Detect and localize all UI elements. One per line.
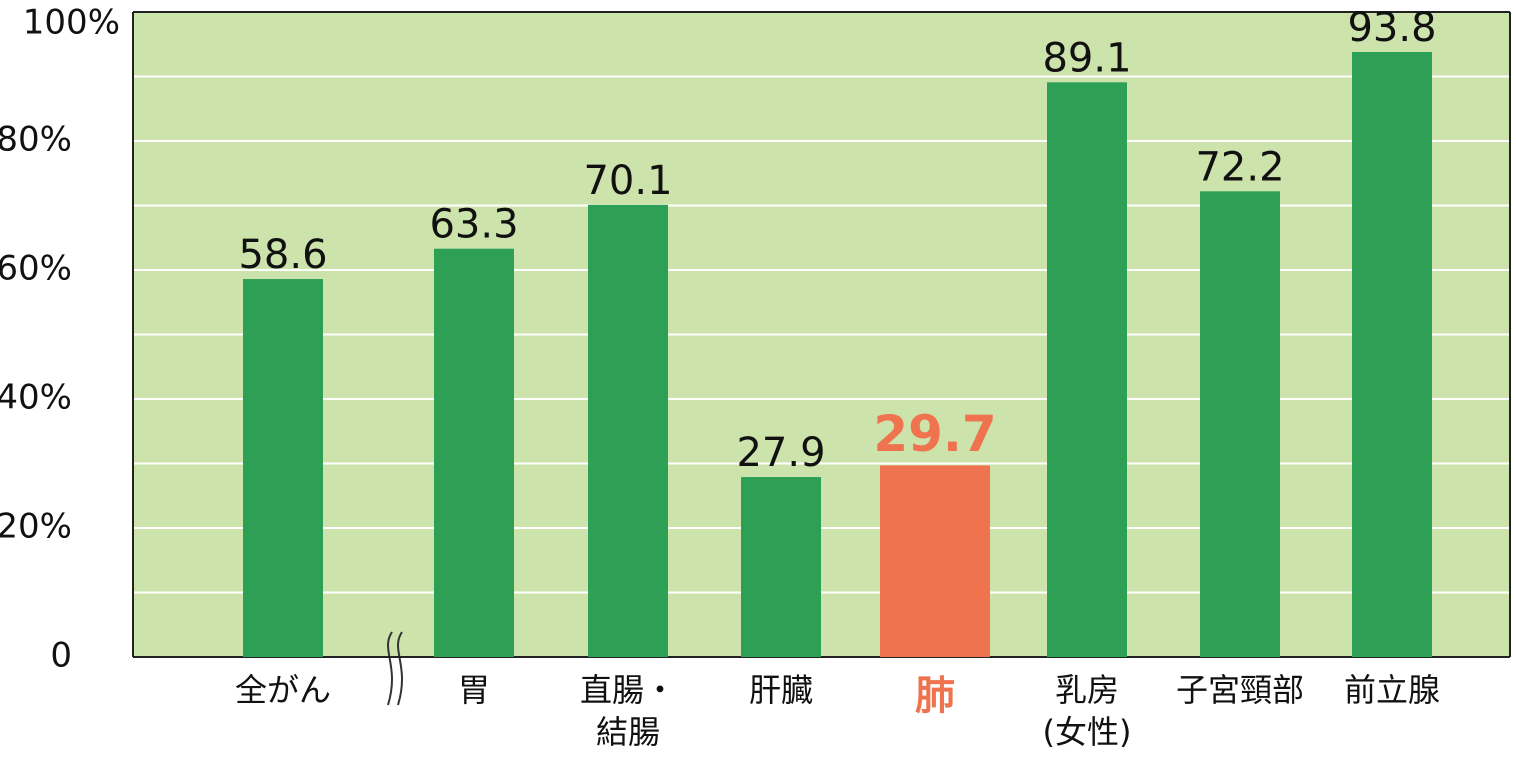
- bar: [1047, 82, 1127, 658]
- x-tick-label: 前立腺: [1344, 671, 1440, 709]
- y-tick-label: 0: [50, 636, 72, 676]
- x-tick-label: 全がん: [235, 671, 331, 709]
- y-tick-label: 60%: [0, 249, 72, 289]
- value-label: 70.1: [583, 158, 672, 204]
- x-tick-label: 肺: [915, 673, 955, 719]
- bar: [588, 204, 668, 658]
- value-label: 89.1: [1042, 35, 1131, 81]
- bar: [741, 477, 821, 657]
- value-label: 93.8: [1347, 5, 1436, 51]
- x-tick-label: 肝臓: [749, 671, 813, 709]
- y-tick-label: 20%: [0, 507, 72, 547]
- bar: [243, 279, 323, 657]
- value-label: 63.3: [429, 202, 518, 248]
- bar: [1352, 51, 1432, 658]
- bar: [880, 465, 990, 657]
- bar: [434, 248, 514, 657]
- value-label: 72.2: [1195, 144, 1284, 190]
- bar: [1200, 191, 1280, 657]
- x-tick-label: 乳房: [1055, 671, 1119, 709]
- x-tick-label: 胃: [458, 671, 490, 709]
- value-label: 29.7: [873, 405, 996, 463]
- y-tick-label: 100%: [23, 3, 120, 43]
- x-tick-label: (女性): [1043, 713, 1132, 751]
- x-tick-label: 子宮頸部: [1176, 671, 1304, 709]
- y-tick-label: 40%: [0, 378, 72, 418]
- axis-break: [387, 631, 403, 706]
- x-tick-label: 直腸・: [580, 671, 676, 709]
- x-tick-label: 結腸: [596, 713, 660, 751]
- value-label: 58.6: [238, 232, 327, 278]
- y-tick-label: 80%: [0, 120, 72, 160]
- value-label: 27.9: [736, 430, 825, 476]
